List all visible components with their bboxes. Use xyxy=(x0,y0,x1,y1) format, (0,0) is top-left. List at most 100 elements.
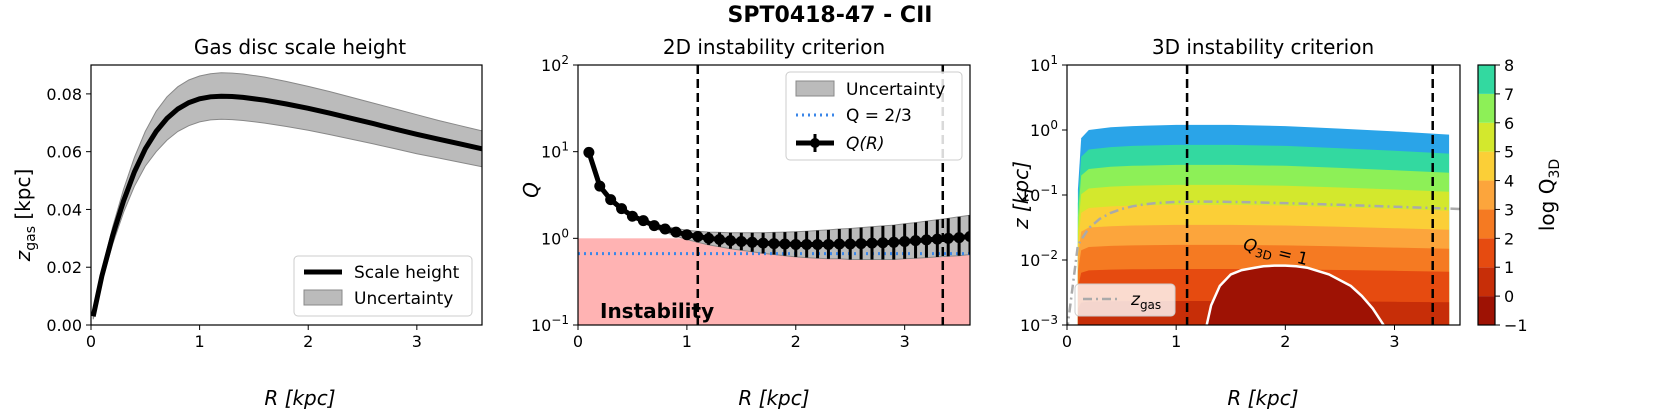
panel2-title: 2D instability criterion xyxy=(663,35,885,59)
colorbar-segment xyxy=(1478,267,1495,297)
colorbar-label: log Q3D xyxy=(1535,159,1563,231)
panel2-legend: Uncertainty Q = 2/3 Q(R) xyxy=(785,71,963,161)
panel3-xtick-label: 1 xyxy=(1171,332,1181,351)
panel2-ytick-label: 102 xyxy=(541,53,569,75)
panel3-ytick-label: 10−1 xyxy=(1020,183,1058,205)
colorbar-tick-label: 3 xyxy=(1504,200,1514,219)
q-point xyxy=(616,203,628,215)
panel1-xtick-label: 0 xyxy=(86,332,96,351)
panel-2d-criterion: 2D instability criterion 0 1 2 3 10−1 100 101 1… xyxy=(519,35,971,410)
panel2-ylabel: Q xyxy=(519,182,543,198)
q-point xyxy=(637,215,649,227)
panel1-ytick-label: 0.08 xyxy=(46,85,82,104)
q-point xyxy=(735,235,747,247)
uncertainty-band xyxy=(92,72,482,320)
panel3-legend: zgas xyxy=(1074,283,1176,317)
colorbar-segment xyxy=(1478,209,1495,239)
zgas-line xyxy=(1067,200,1460,325)
q-point xyxy=(724,235,736,247)
q-point xyxy=(920,234,932,246)
legend-scale-height: Scale height xyxy=(354,263,460,283)
q-point xyxy=(681,229,693,241)
figure-title: SPT0418-47 - CII xyxy=(728,3,933,28)
colorbar-segment xyxy=(1478,93,1495,123)
q-point xyxy=(670,226,682,238)
q-point xyxy=(812,238,824,250)
scale-height-line xyxy=(91,93,482,317)
panel1-plot-area: 0 1 2 3 0.00 0.02 0.04 0.06 0.08 xyxy=(46,64,483,351)
panel3-xtick-label: 3 xyxy=(1389,332,1399,351)
panel3-ylabel: z [kpc] xyxy=(1009,161,1033,230)
q-point xyxy=(779,238,791,250)
q-point xyxy=(888,236,900,248)
q-point xyxy=(583,146,595,158)
q-point xyxy=(899,235,911,247)
panel-3d-criterion: 3D instability criterion Q3D = 10 1 2 310−3… xyxy=(1009,35,1563,410)
q-point xyxy=(964,230,970,242)
panel1-xtick-label: 3 xyxy=(412,332,422,351)
panel1-ytick-label: 0.02 xyxy=(46,258,82,277)
q-point xyxy=(594,180,606,192)
panel2-ytick-label: 100 xyxy=(541,226,569,248)
panel1-ytick-label: 0.04 xyxy=(46,200,82,219)
panel1-ytick-label: 0.00 xyxy=(46,316,82,335)
panel2-xtick-label: 1 xyxy=(682,332,692,351)
q-point xyxy=(855,238,867,250)
panel3-ytick-label: 10−2 xyxy=(1020,248,1058,270)
panel2-xtick-label: 3 xyxy=(900,332,910,351)
colorbar-tick-label: 0 xyxy=(1504,287,1514,306)
q-point xyxy=(746,236,758,248)
q-point xyxy=(659,223,671,235)
panel2-ytick-label: 10−1 xyxy=(531,313,569,335)
colorbar-tick-label: −1 xyxy=(1504,316,1528,335)
q-point xyxy=(942,232,954,244)
colorbar-tick-label: 5 xyxy=(1504,143,1514,162)
colorbar-segment xyxy=(1478,122,1495,152)
legend-uncertainty-2: Uncertainty xyxy=(846,80,945,100)
q-point xyxy=(877,237,889,249)
panel3-xlabel: R [kpc] xyxy=(1227,386,1298,410)
q-point xyxy=(844,238,856,250)
q-point xyxy=(822,238,834,250)
panel3-ytick-label: 101 xyxy=(1030,53,1058,75)
colorbar-tick-label: 4 xyxy=(1504,172,1514,191)
q-point xyxy=(692,230,704,242)
colorbar-segment xyxy=(1478,296,1495,325)
panel1-ytick-label: 0.06 xyxy=(46,143,82,162)
panel2-xlabel: R [kpc] xyxy=(738,386,809,410)
legend-q-two-thirds: Q = 2/3 xyxy=(846,106,912,126)
colorbar-segment xyxy=(1478,180,1495,210)
q-point xyxy=(953,232,965,244)
q3d-equals-one-contour xyxy=(1205,264,1385,325)
colorbar-tick-label: 6 xyxy=(1504,114,1514,133)
instability-label: Instability xyxy=(600,299,714,323)
panel1-ylabel: zgas [kpc] xyxy=(11,169,39,263)
legend-uncertainty: Uncertainty xyxy=(354,289,453,309)
q-point xyxy=(714,233,726,245)
q-point xyxy=(626,210,638,222)
panel1-xtick-label: 2 xyxy=(303,332,313,351)
colorbar-tick-label: 7 xyxy=(1504,85,1514,104)
panel1-title: Gas disc scale height xyxy=(194,35,406,59)
panel2-xtick-label: 0 xyxy=(573,332,583,351)
colorbar-frame xyxy=(1477,64,1496,326)
panel3-title: 3D instability criterion xyxy=(1152,35,1374,59)
colorbar-tick-label: 8 xyxy=(1504,56,1514,75)
legend-q-of-r: Q(R) xyxy=(846,134,884,154)
q-point xyxy=(648,220,660,232)
panel-scale-height: Gas disc scale height 0 1 2 3 0.00 0.02 0.04 0.… xyxy=(11,35,483,410)
q-point xyxy=(703,232,715,244)
q-point xyxy=(866,237,878,249)
q-point xyxy=(833,238,845,250)
q-point xyxy=(910,235,922,247)
panel1-xtick-label: 1 xyxy=(195,332,205,351)
panel1-legend: Scale height Uncertainty xyxy=(293,255,473,317)
panel2-frame xyxy=(577,64,971,326)
colorbar-tick-label: 2 xyxy=(1504,229,1514,248)
q-point xyxy=(801,238,813,250)
panel2-ytick-label: 101 xyxy=(541,140,569,162)
q-point xyxy=(768,238,780,250)
panel2-xtick-label: 2 xyxy=(791,332,801,351)
